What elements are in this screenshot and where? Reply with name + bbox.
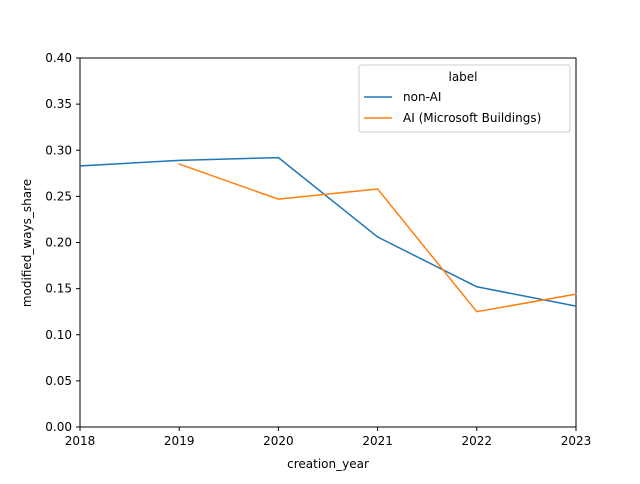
legend: label non-AI AI (Microsoft Buildings) <box>358 64 571 133</box>
legend-box <box>358 64 571 133</box>
x-tick-label: 2019 <box>164 434 195 448</box>
y-tick-label: 0.40 <box>45 51 72 65</box>
y-tick-label: 0.30 <box>45 143 72 157</box>
y-tick-label: 0.25 <box>45 189 72 203</box>
x-tick-label: 2020 <box>263 434 294 448</box>
legend-title: label <box>448 70 477 84</box>
y-tick-label: 0.05 <box>45 374 72 388</box>
y-tick-label: 0.00 <box>45 420 72 434</box>
x-tick-label: 2023 <box>561 434 592 448</box>
x-axis-label: creation_year <box>287 457 369 471</box>
legend-label: non-AI <box>403 90 441 104</box>
y-tick-label: 0.20 <box>45 236 72 250</box>
x-axis-ticks: 2018 2019 2020 2021 2022 2023 <box>65 427 592 448</box>
series-line-ai-microsoft-buildings <box>178 163 577 313</box>
x-tick-label: 2022 <box>462 434 493 448</box>
legend-entries: non-AI AI (Microsoft Buildings) <box>364 90 541 125</box>
y-axis-label: modified_ways_share <box>20 179 34 307</box>
x-tick-label: 2018 <box>65 434 96 448</box>
y-tick-label: 0.35 <box>45 97 72 111</box>
y-axis-ticks: 0.00 0.05 0.10 0.15 0.20 0.25 0.30 0.35 0.40 <box>45 51 80 434</box>
y-tick-label: 0.10 <box>45 328 72 342</box>
x-tick-label: 2021 <box>362 434 393 448</box>
series-lines <box>79 156 577 313</box>
series-line-non-ai <box>79 156 577 308</box>
y-tick-label: 0.15 <box>45 282 72 296</box>
legend-label: AI (Microsoft Buildings) <box>403 111 541 125</box>
